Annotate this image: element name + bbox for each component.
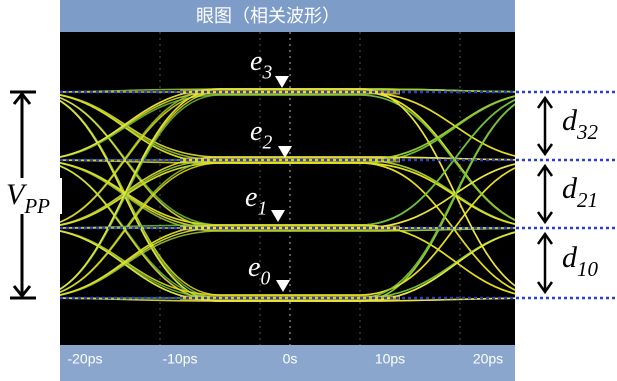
spacing-label: d32: [562, 104, 599, 144]
symbol: e: [245, 182, 257, 213]
spacing-label: d21: [562, 172, 598, 212]
index: 1: [257, 198, 267, 219]
symbol: e: [250, 46, 262, 77]
x-tick-label: -10ps: [162, 351, 197, 367]
index: 3: [261, 62, 272, 83]
x-tick-label: 0s: [283, 351, 298, 367]
index: 32: [576, 120, 599, 144]
spacing-label: d10: [562, 241, 599, 281]
index: PP: [23, 194, 50, 218]
page: {"title": "眼图（相关波形）", "x_axis_labels": […: [0, 0, 617, 381]
x-tick-label: 20ps: [473, 351, 503, 367]
title: 眼图（相关波形）: [196, 6, 340, 27]
symbol: e: [248, 252, 260, 283]
symbol: d: [562, 241, 578, 274]
symbol: d: [562, 172, 578, 205]
x-tick-label: 10ps: [375, 351, 405, 367]
index: 2: [262, 132, 272, 153]
symbol: d: [562, 104, 578, 137]
symbol: e: [250, 116, 262, 147]
index: 10: [577, 257, 599, 281]
x-tick-label: -20ps: [67, 351, 102, 367]
index: 21: [577, 188, 598, 212]
figure: 眼图（相关波形） -20ps-10ps0s10ps20ps e3e2e1e0d3…: [0, 0, 617, 381]
index: 0: [260, 268, 270, 289]
